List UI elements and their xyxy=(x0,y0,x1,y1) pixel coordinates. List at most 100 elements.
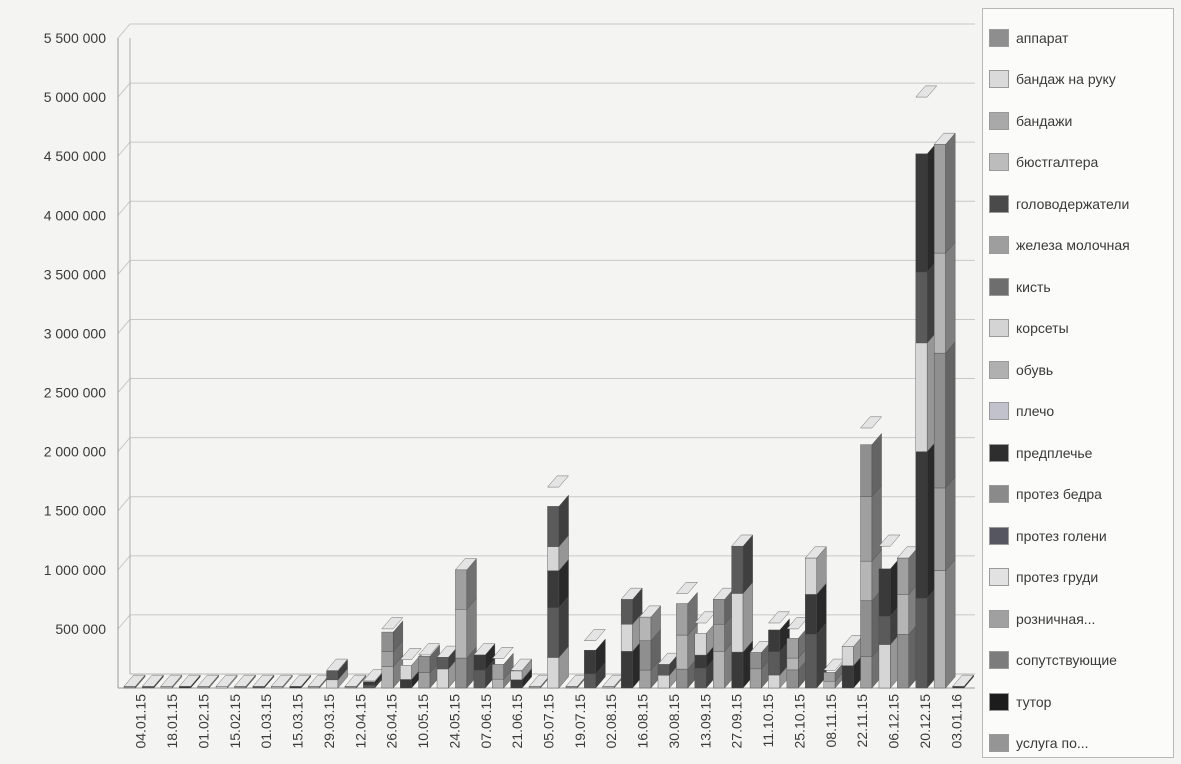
bar-16 xyxy=(399,648,422,689)
bar-segment xyxy=(344,686,357,689)
bar-segment xyxy=(933,352,946,489)
bar-top xyxy=(454,558,477,571)
bar-3 xyxy=(160,674,183,689)
bar-segment-side xyxy=(392,620,403,653)
gridline-depth xyxy=(117,496,131,512)
bar-segment xyxy=(749,668,762,689)
bar-19 xyxy=(454,558,477,689)
legend-item: железа молочная xyxy=(989,225,1173,267)
bar-5 xyxy=(197,674,220,689)
bar-segment-side xyxy=(945,558,956,689)
bar-segment xyxy=(418,672,431,689)
x-tick-label: 21.06.15 xyxy=(509,694,525,749)
y-tick-label: 500 000 xyxy=(55,621,106,637)
y-tick-label: 2 000 000 xyxy=(44,444,106,460)
bar-segment xyxy=(455,569,468,610)
x-tick-label: 11.10.15 xyxy=(760,694,776,748)
legend-item: кисть xyxy=(989,266,1173,308)
x-tick-label: 13.09.15 xyxy=(697,694,713,749)
gridline-depth xyxy=(117,437,131,452)
gridlines xyxy=(117,23,975,630)
bar-segment xyxy=(381,651,394,667)
bar-segment xyxy=(823,672,836,682)
bar-top xyxy=(583,629,606,641)
bar-segment xyxy=(823,681,836,689)
bar-segment xyxy=(860,444,873,497)
bar-top xyxy=(547,475,569,488)
legend-swatch xyxy=(989,319,1009,338)
x-tick-label: 30.08.15 xyxy=(666,694,682,749)
legend-swatch xyxy=(989,485,1009,504)
bar-segment xyxy=(694,667,707,689)
bar-33 xyxy=(712,587,735,689)
bar-segment xyxy=(841,646,854,666)
bar-segment xyxy=(510,679,523,689)
bar-46 xyxy=(952,674,975,689)
bar-segment xyxy=(915,153,928,273)
x-tick-label: 25.10.15 xyxy=(791,694,807,749)
bar-top xyxy=(731,534,754,547)
bar-18 xyxy=(436,645,459,689)
legend-label: протез груди xyxy=(1016,569,1099,586)
bar-segment xyxy=(565,686,578,689)
legend-swatch xyxy=(989,609,1009,628)
gridline-depth xyxy=(117,614,131,630)
bar-22 xyxy=(510,658,533,689)
bar-top xyxy=(675,582,698,594)
bar-segment xyxy=(492,664,504,680)
bar-2 xyxy=(141,674,164,689)
bar-28 xyxy=(620,587,643,689)
bars xyxy=(123,85,975,689)
bar-segment xyxy=(363,681,375,686)
legend-label: плечо xyxy=(1016,403,1055,420)
bar-top xyxy=(878,534,901,547)
bar-segment xyxy=(805,594,817,635)
bar-segment xyxy=(639,669,652,689)
bar-32 xyxy=(694,611,717,689)
bar-8 xyxy=(252,674,275,689)
bar-segment xyxy=(786,657,799,671)
bar-segment xyxy=(455,609,468,659)
legend-swatch xyxy=(989,111,1009,130)
bar-17 xyxy=(418,643,441,689)
legend-item: бандаж на руку xyxy=(989,59,1173,101)
legend-swatch xyxy=(989,360,1009,379)
legend-label: бандаж на руку xyxy=(1016,71,1116,88)
bar-35 xyxy=(749,640,772,689)
x-tick-label: 01.03.15 xyxy=(258,694,274,749)
x-tick-label: 02.08.15 xyxy=(603,694,619,749)
bar-segment xyxy=(805,634,817,689)
bar-top xyxy=(804,546,827,559)
bar-segment xyxy=(639,616,652,641)
legend-item: бандажи xyxy=(989,100,1173,142)
legend-label: бандажи xyxy=(1016,112,1073,129)
bar-segment xyxy=(860,560,873,601)
y-tick-label: 4 000 000 xyxy=(44,207,106,223)
bar-15 xyxy=(381,617,404,689)
bar-segment-side xyxy=(595,638,606,675)
x-tick-label: 06.12.15 xyxy=(886,694,902,749)
bar-segment xyxy=(878,644,891,689)
bar-41 xyxy=(860,416,882,689)
legend-swatch xyxy=(989,526,1009,545)
bar-top xyxy=(915,85,938,98)
bar-segment xyxy=(786,669,799,689)
bar-36 xyxy=(768,611,790,689)
bar-segment xyxy=(252,686,265,689)
bar-top xyxy=(786,617,809,630)
bar-segment xyxy=(399,665,412,680)
bar-top xyxy=(160,674,183,687)
legend-item: корсеты xyxy=(989,308,1173,350)
x-tick-label: 04.01.15 xyxy=(133,694,149,749)
bar-segment xyxy=(952,686,965,689)
bar-segment xyxy=(878,568,891,617)
bar-top xyxy=(326,658,348,671)
x-tick-label: 05.07.15 xyxy=(541,694,557,749)
y-tick-label: 4 500 000 xyxy=(44,148,106,164)
bar-segment xyxy=(399,679,412,689)
bar-segment xyxy=(418,656,431,673)
bar-segment xyxy=(860,496,873,562)
bar-segment xyxy=(436,668,449,689)
legend-label: розничная... xyxy=(1016,610,1096,627)
bar-segment-side xyxy=(337,659,348,681)
